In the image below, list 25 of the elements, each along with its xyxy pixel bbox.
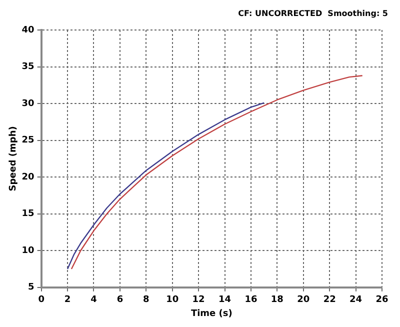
x-tick-label: 0 bbox=[38, 295, 44, 306]
x-tick-label: 12 bbox=[192, 295, 205, 306]
y-tick-label: 40 bbox=[22, 25, 34, 36]
x-tick-label: 16 bbox=[244, 295, 258, 306]
x-tick-label: 20 bbox=[297, 295, 310, 306]
x-tick-label: 10 bbox=[166, 295, 179, 306]
y-tick-label: 35 bbox=[22, 62, 34, 72]
y-tick-label: 20 bbox=[22, 172, 34, 182]
y-tick-label: 30 bbox=[22, 98, 34, 109]
y-tick-label: 10 bbox=[22, 246, 34, 256]
x-tick-label: 22 bbox=[323, 295, 336, 306]
x-tick-label: 26 bbox=[376, 295, 388, 306]
text: CF: UNCORRECTED Smoothing: 5 bbox=[238, 9, 388, 18]
x-tick-label: 18 bbox=[270, 295, 284, 306]
x-tick-label: 14 bbox=[218, 295, 232, 306]
x-tick-label: 6 bbox=[116, 295, 124, 306]
y-tick-label: 5 bbox=[28, 282, 34, 293]
y-tick-label: 25 bbox=[22, 136, 34, 146]
x-tick-label: 8 bbox=[143, 295, 150, 306]
x-tick-label: 2 bbox=[64, 295, 71, 306]
x-axis-title: Time (s) bbox=[190, 308, 232, 319]
y-axis-title: Speed (mph) bbox=[8, 126, 19, 192]
x-tick-label: 4 bbox=[90, 295, 97, 306]
y-tick-label: 15 bbox=[22, 209, 34, 220]
x-tick-label: 24 bbox=[350, 295, 362, 306]
